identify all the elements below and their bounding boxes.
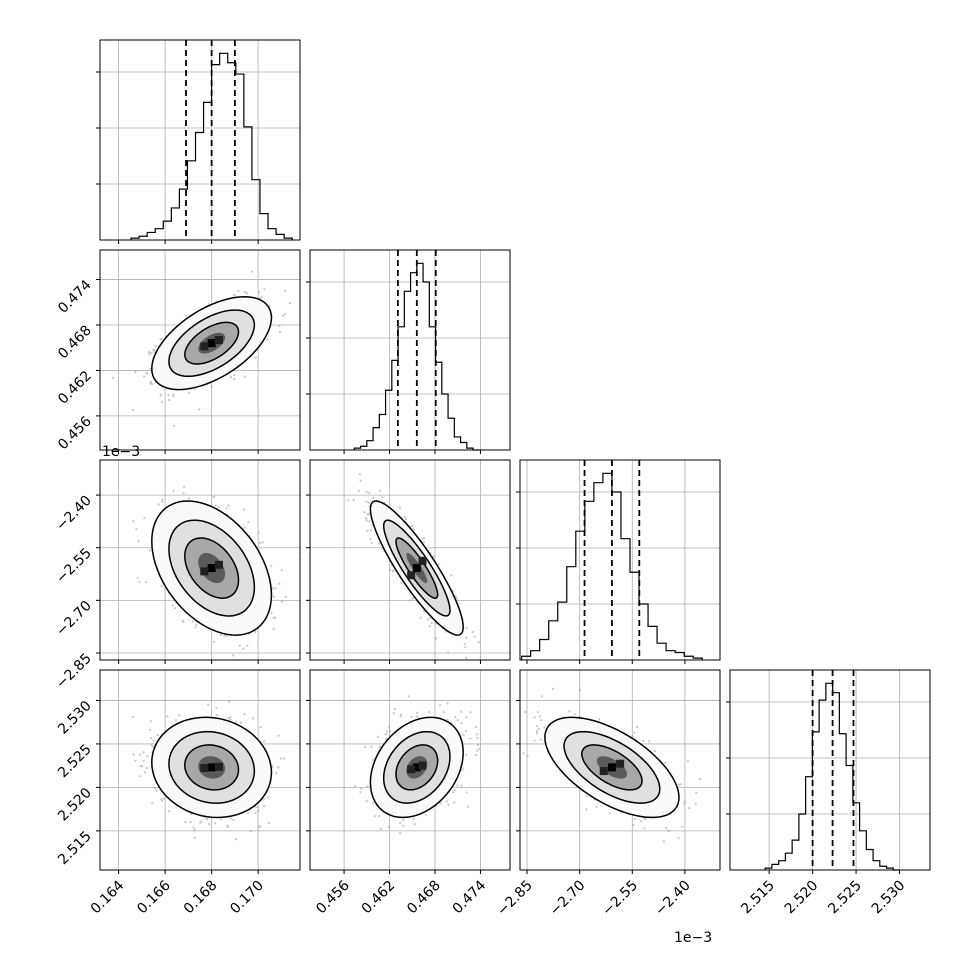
histogram-panel-1 <box>306 249 511 451</box>
density-peak <box>207 339 216 348</box>
panel-content <box>132 485 300 657</box>
density-peak <box>412 564 421 573</box>
scatter-panel-2-0 <box>99 459 301 661</box>
density-contour <box>369 500 464 636</box>
scatter-panel-3-1 <box>309 669 511 871</box>
density-peak <box>200 342 209 351</box>
y-tick-label: 2.515 <box>55 828 95 868</box>
density-peak <box>418 556 427 565</box>
y-tick-label: −2.40 <box>53 493 95 535</box>
panel-frame <box>99 249 301 451</box>
y-tick-label: 0.468 <box>55 323 95 363</box>
panel-frame <box>99 459 301 661</box>
x-tick-label: 2.520 <box>782 878 822 918</box>
histogram-panel-2 <box>516 459 721 661</box>
density-contour <box>184 537 240 599</box>
density-contour <box>563 730 661 804</box>
scatter-panel-2-1 <box>309 459 511 661</box>
density-contour <box>168 309 256 378</box>
density-peak <box>214 762 223 771</box>
panel-content <box>111 270 292 427</box>
panel-frame <box>309 459 511 661</box>
x-tick-label: 0.462 <box>359 878 399 918</box>
histogram-panel-3 <box>726 669 931 871</box>
x-tick-label: 2.515 <box>738 878 778 918</box>
panel-frame <box>99 669 301 871</box>
panel-content <box>347 473 480 659</box>
density-peak <box>214 560 223 569</box>
density-contour <box>184 744 240 791</box>
x-tick-label: 2.525 <box>825 878 865 918</box>
density-contour <box>581 744 643 791</box>
panel-frame <box>309 249 511 451</box>
density-contour <box>544 716 680 819</box>
density-contour <box>369 716 464 819</box>
density-peak <box>607 763 616 772</box>
panel-frame <box>309 669 511 871</box>
x-tick-label: −2.85 <box>494 878 536 920</box>
density-contour <box>184 321 240 365</box>
density-peak <box>616 759 625 768</box>
y-tick-label: 0.456 <box>55 413 95 453</box>
panel-frame <box>519 459 721 661</box>
panel-frame <box>99 39 301 241</box>
density-peak <box>214 336 223 345</box>
x-tick-label: 0.164 <box>88 877 128 917</box>
x-tick-label: 0.170 <box>227 878 267 918</box>
y-offset-label: 1e−3 <box>102 444 140 460</box>
density-contour <box>168 519 256 617</box>
density-contour <box>151 716 273 819</box>
density-peak <box>418 761 427 770</box>
x-tick-label: −2.40 <box>652 878 694 920</box>
scatter-panel-3-2 <box>519 669 721 871</box>
x-tick-label: 0.468 <box>404 878 444 918</box>
panel-content <box>354 695 481 835</box>
density-contour <box>151 500 273 636</box>
panel-frame <box>519 669 721 871</box>
density-contour <box>168 730 256 804</box>
x-tick-label: 0.168 <box>181 878 221 918</box>
density-peak <box>412 763 421 772</box>
density-contour <box>382 730 451 804</box>
y-tick-label: 2.520 <box>55 785 95 825</box>
y-tick-label: 0.462 <box>55 368 95 408</box>
x-tick-label: 2.530 <box>869 878 909 918</box>
density-peak <box>407 571 416 580</box>
scatter-panel-3-0 <box>99 669 301 871</box>
density-contour <box>395 537 439 599</box>
y-tick-label: −2.85 <box>53 650 95 692</box>
y-tick-label: 2.530 <box>55 698 95 738</box>
density-contour <box>395 744 439 791</box>
scatter-panel-1-0 <box>99 249 301 451</box>
panel-content <box>522 687 702 843</box>
density-peak <box>207 564 216 573</box>
density-peak <box>200 567 209 576</box>
density-contour <box>151 296 273 391</box>
x-tick-label: 0.456 <box>313 877 353 917</box>
x-tick-label: 0.474 <box>450 877 490 917</box>
density-peak <box>599 767 608 776</box>
x-tick-label: 0.166 <box>134 877 174 917</box>
histogram-panel-0 <box>96 39 301 241</box>
y-tick-label: −2.55 <box>53 545 95 587</box>
x-offset-label: 1e−3 <box>674 930 712 946</box>
panel-content <box>131 700 286 841</box>
panel-frame <box>729 669 931 871</box>
density-contour <box>382 519 451 617</box>
y-tick-label: 0.474 <box>55 277 95 317</box>
x-tick-label: −2.55 <box>599 878 641 920</box>
density-peak <box>200 764 209 773</box>
x-tick-label: −2.70 <box>547 878 589 920</box>
y-tick-label: −2.70 <box>53 598 95 640</box>
y-tick-label: 2.525 <box>55 741 95 781</box>
density-peak <box>407 765 416 774</box>
density-peak <box>207 763 216 772</box>
